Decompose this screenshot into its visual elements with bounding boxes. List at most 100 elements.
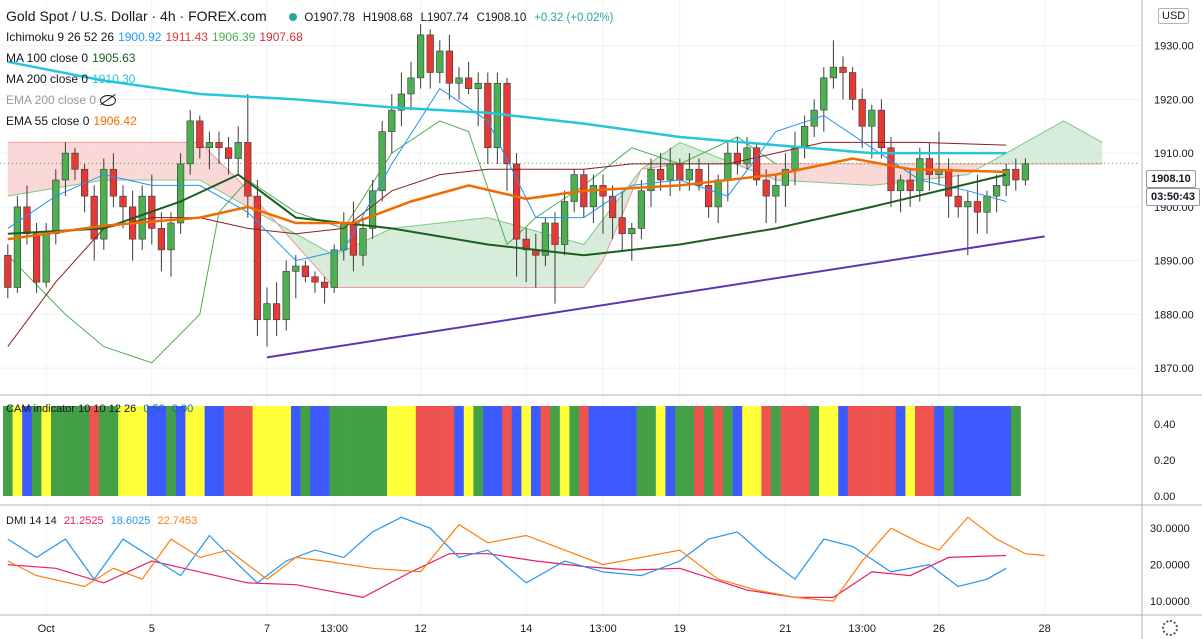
price-tick-label: 1910.00 [1154,148,1194,160]
cam-bar [943,406,954,496]
cam-bar [963,406,973,496]
time-tick-label: 26 [933,623,945,635]
price-tick-label: 1930.00 [1154,41,1194,53]
ichimoku-cloud-segment [1006,147,1016,164]
indicator-legend-row[interactable]: EMA 55 close 0 1906.42 [6,114,141,128]
cam-value-2: 0.00 [171,403,194,415]
indicator-legend-row[interactable]: MA 100 close 0 1905.63 [6,51,139,65]
cam-bar [12,406,23,496]
time-tick-label: 5 [149,623,155,635]
cam-bar [828,406,839,496]
cam-bar [329,406,340,496]
ichimoku-cloud-segment [382,228,392,288]
ichimoku-cloud-segment [439,221,450,288]
ma100-line [7,173,1007,257]
dmi-plus-line [7,553,1007,599]
candle-body [944,168,953,197]
candle-body [359,228,367,256]
cam-bar [156,406,167,496]
ichimoku-cloud-segment [574,241,584,288]
candle-body [877,109,885,149]
ichimoku-cloud-segment [199,142,210,186]
candle-body [436,50,444,73]
cam-tick-label: 0.00 [1154,491,1175,503]
ichimoku-cloud-segment [132,142,143,180]
candle-body [781,168,789,186]
currency-button[interactable]: USD [1158,8,1190,24]
indicator-legend-row[interactable]: Ichimoku 9 26 52 26 1900.92 1911.43 1906.39… [6,30,307,44]
ichimoku-cloud-segment [526,228,536,288]
cam-bar [809,406,820,496]
candle-body [800,125,809,149]
cam-bar [415,406,426,496]
cam-bar [819,406,829,496]
cam-bar [982,406,993,496]
candle-body [973,201,981,213]
indicator-legend-value: 1906.42 [93,114,137,128]
ichimoku-cloud-segment [1035,131,1045,164]
indicator-legend-label: Ichimoku 9 26 52 26 [6,30,115,44]
candle-body [416,34,425,79]
gear-icon[interactable] [1162,620,1178,636]
candle-body [916,158,924,192]
cam-bar [223,406,234,496]
candle-body [695,168,703,186]
cam-tick-label: 0.40 [1154,419,1175,431]
ohlc-close: C1908.10 [476,12,527,24]
hidden-eye-icon[interactable] [100,95,117,107]
cam-indicator-panel[interactable] [3,406,1021,496]
cam-bar [857,406,868,496]
cam-bar [310,406,321,496]
cam-bar [953,406,964,496]
cam-bar [463,406,474,496]
ichimoku-cloud-segment [161,142,171,180]
dmi-minus-value: 18.6025 [110,515,151,527]
cam-bar [70,406,81,496]
candle-body [407,77,415,95]
ichimoku-cloud-segment [996,153,1007,164]
candle-body [474,82,482,89]
ichimoku-cloud-segment [487,217,498,288]
cam-bar [972,406,983,496]
dmi-tick-label: 10.0000 [1150,596,1190,608]
candle-body [272,303,281,321]
indicator-legend-value: 1906.39 [211,30,256,44]
ichimoku-cloud-segment [766,163,776,180]
cam-bar [51,406,61,496]
time-tick-label: 13:00 [589,623,617,635]
ichimoku-cloud-segment [209,151,219,191]
cam-bar [694,406,705,496]
ichimoku-cloud-segment [871,163,882,186]
indicator-legend-row[interactable]: MA 200 close 0 1910.30 [6,72,139,86]
cam-bar [137,406,148,496]
ichimoku-cloud-segment [459,219,469,288]
time-tick-label: Oct [38,623,55,635]
ichimoku-cloud-segment [295,233,306,256]
candle-body [647,168,655,192]
cam-bar [127,406,138,496]
candle-body [52,179,60,235]
ichimoku-cloud-segment [1092,137,1103,164]
dmi-panel[interactable] [7,516,1045,602]
candle-body [455,77,463,84]
ichimoku-cloud-segment [305,239,315,266]
symbol-title: Gold Spot / U.S. Dollar · 4h · FOREX.com [6,8,267,24]
candle-body [733,152,741,165]
indicator-legend-row[interactable]: EMA 200 close 0 [6,93,120,107]
cam-bar [22,406,33,496]
ichimoku-cloud-segment [449,220,459,288]
last-price-badge: 1908.10 [1146,170,1196,188]
cam-bar [780,406,791,496]
cam-bar [435,406,445,496]
ichimoku-cloud-segment [967,163,978,175]
ichimoku-cloud-segment [708,153,719,164]
price-panel[interactable] [0,24,1140,364]
cam-bar [646,406,657,496]
bar-countdown-badge: 03:50:43 [1146,188,1201,206]
ohlc-open: O1907.78 [304,12,355,24]
indicator-legend-value: 1907.68 [259,30,303,44]
ichimoku-cloud-segment [123,142,133,180]
cam-bar [511,406,522,496]
candle-body [119,195,127,208]
